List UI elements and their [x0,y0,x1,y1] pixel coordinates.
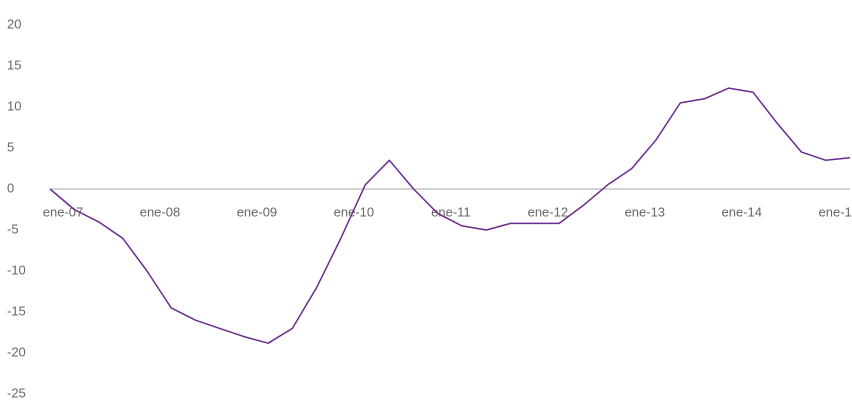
y-tick-label: -15 [7,303,26,318]
y-tick-label: -5 [7,221,19,236]
x-tick-label: ene-14 [722,204,762,219]
x-tick-label: ene-15 [819,204,852,219]
y-tick-label: 5 [7,139,14,154]
y-tick-label: -10 [7,262,26,277]
y-tick-label: 15 [7,57,21,72]
y-tick-label: -20 [7,344,26,359]
y-tick-label: -25 [7,385,26,400]
y-tick-label: 10 [7,98,21,113]
data-line [49,87,851,344]
x-tick-label: ene-09 [237,204,277,219]
x-tick-label: ene-12 [528,204,568,219]
x-tick-label: ene-13 [625,204,665,219]
x-tick-label: ene-08 [140,204,180,219]
x-tick-label: ene-10 [334,204,374,219]
y-tick-label: 0 [7,180,14,195]
x-tick-label: ene-07 [43,204,83,219]
y-tick-label: 20 [7,16,21,31]
